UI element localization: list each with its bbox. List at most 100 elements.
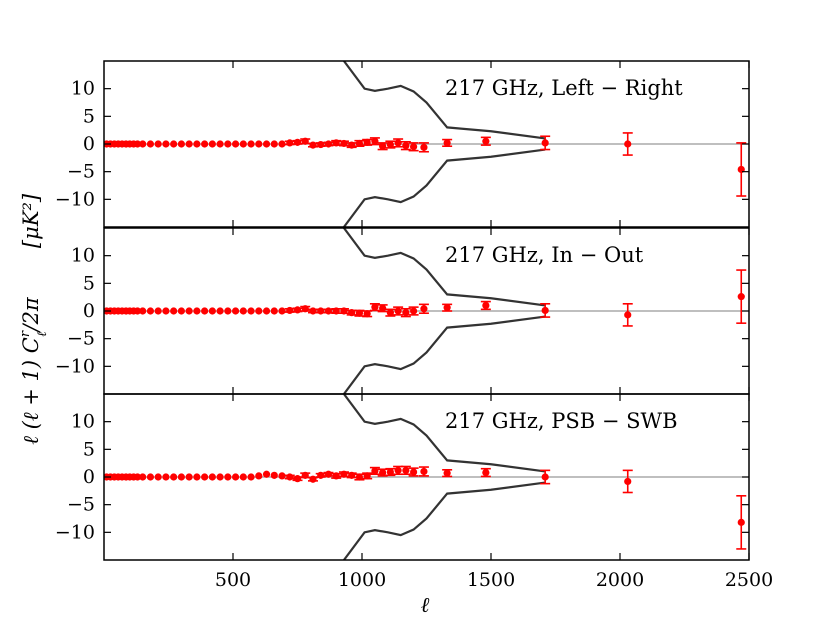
data-point	[443, 139, 451, 147]
data-point	[332, 472, 340, 480]
data-point	[162, 307, 170, 315]
data-point	[139, 140, 147, 148]
data-point	[133, 473, 142, 481]
data-point	[293, 306, 302, 314]
data-point	[208, 307, 216, 315]
data-point	[410, 143, 418, 151]
data-point	[224, 140, 232, 148]
panel-3: 10 5 0 −5 −10 217 GHz, PSB − SWB	[55, 393, 750, 561]
data-point	[247, 307, 255, 315]
data-point	[420, 467, 428, 476]
x-tick-label: 1500	[467, 569, 515, 591]
y-tick-label: 10	[71, 78, 95, 100]
data-point	[286, 306, 294, 315]
data-point	[133, 140, 142, 148]
data-point	[170, 140, 178, 148]
y-axis-label-sub: ℓ	[35, 331, 50, 337]
data-point	[270, 307, 278, 315]
x-tick-label: 1000	[338, 569, 386, 591]
data-point	[402, 466, 410, 474]
data-point	[309, 475, 317, 483]
data-point	[224, 473, 232, 481]
data-point	[278, 307, 286, 315]
data-point	[340, 470, 348, 478]
data-point	[348, 309, 356, 317]
data-point	[394, 466, 402, 474]
data-point	[317, 471, 325, 479]
data-point	[208, 140, 216, 148]
data-point	[737, 293, 745, 301]
y-tick-label: 10	[71, 411, 95, 433]
data-point	[317, 307, 325, 315]
panel-1: 10 5 0 −5 −10 217 GHz, Left − Right	[55, 60, 750, 228]
data-point	[317, 140, 325, 149]
data-point	[193, 307, 201, 315]
x-axis-label: ℓ	[421, 593, 430, 617]
panel-title: 217 GHz, In − Out	[445, 243, 644, 267]
data-point	[348, 471, 356, 479]
data-point	[278, 140, 286, 148]
envelope-upper	[343, 228, 546, 307]
envelope-lower	[343, 315, 546, 394]
y-tick-label: 10	[71, 245, 95, 267]
y-axis-label-sup: r	[18, 330, 33, 337]
x-tick-label: 500	[215, 569, 251, 591]
y-tick-label: −10	[55, 355, 95, 377]
y-axis-label-tail: /2π	[19, 296, 43, 333]
data-point	[224, 307, 232, 315]
data-point	[309, 141, 317, 149]
data-point	[201, 307, 209, 315]
data-point	[348, 141, 356, 149]
data-point	[146, 307, 155, 315]
data-point	[355, 473, 364, 481]
data-point	[624, 140, 632, 148]
data-point	[301, 471, 309, 479]
data-point	[379, 468, 387, 477]
envelope-lower	[343, 481, 546, 560]
data-point	[255, 140, 263, 148]
data-point	[170, 307, 178, 315]
y-tick-label: −5	[67, 328, 95, 350]
data-point	[177, 140, 185, 148]
data-point	[216, 307, 224, 315]
data-point	[379, 142, 387, 150]
panel-2: 10 5 0 −5 −10 217 GHz, In − Out	[55, 227, 750, 395]
data-point	[386, 468, 394, 476]
data-point	[231, 140, 240, 148]
panel-plot-area	[104, 394, 749, 560]
panels: 10 5 0 −5 −10 217 GHz, Left − Right 10 5 0 −5 −10 2…	[55, 60, 750, 561]
data-point	[286, 473, 294, 481]
data-point	[386, 140, 394, 149]
data-point	[309, 307, 317, 315]
data-point	[133, 307, 142, 315]
data-point	[482, 301, 490, 310]
data-point	[541, 139, 549, 147]
y-axis-label-main: ℓ (ℓ + 1) C	[19, 337, 43, 445]
data-point	[231, 307, 240, 315]
data-point	[185, 473, 193, 481]
y-tick-label: 5	[83, 272, 95, 294]
data-point	[340, 307, 348, 315]
data-point	[410, 307, 418, 315]
data-point	[541, 306, 549, 315]
data-point	[239, 473, 247, 481]
y-axis-units: [μK²]	[19, 193, 43, 248]
panel-title: 217 GHz, Left − Right	[445, 76, 683, 100]
data-point	[410, 468, 418, 476]
data-point	[270, 140, 278, 148]
data-point	[332, 139, 340, 147]
data-point	[482, 468, 490, 477]
data-point	[201, 473, 209, 481]
data-point	[162, 473, 170, 481]
data-point	[139, 473, 147, 481]
y-tick-label: −10	[55, 188, 95, 210]
data-point	[154, 307, 162, 315]
data-point	[262, 307, 271, 315]
y-tick-label: −5	[67, 161, 95, 183]
data-point	[239, 307, 247, 315]
data-point	[324, 140, 333, 148]
data-point	[185, 307, 193, 315]
data-point	[386, 309, 394, 317]
data-point	[185, 140, 193, 148]
